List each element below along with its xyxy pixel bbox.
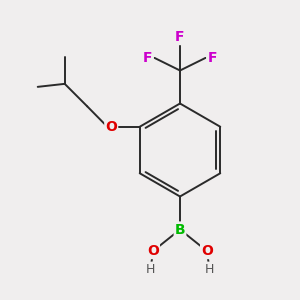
Text: F: F	[175, 30, 185, 44]
Text: F: F	[207, 51, 217, 65]
Text: O: O	[201, 244, 213, 258]
Text: H: H	[205, 262, 214, 276]
Text: O: O	[147, 244, 159, 258]
Text: H: H	[146, 262, 155, 276]
Text: F: F	[143, 51, 153, 65]
Text: B: B	[175, 223, 185, 236]
Text: O: O	[105, 120, 117, 134]
